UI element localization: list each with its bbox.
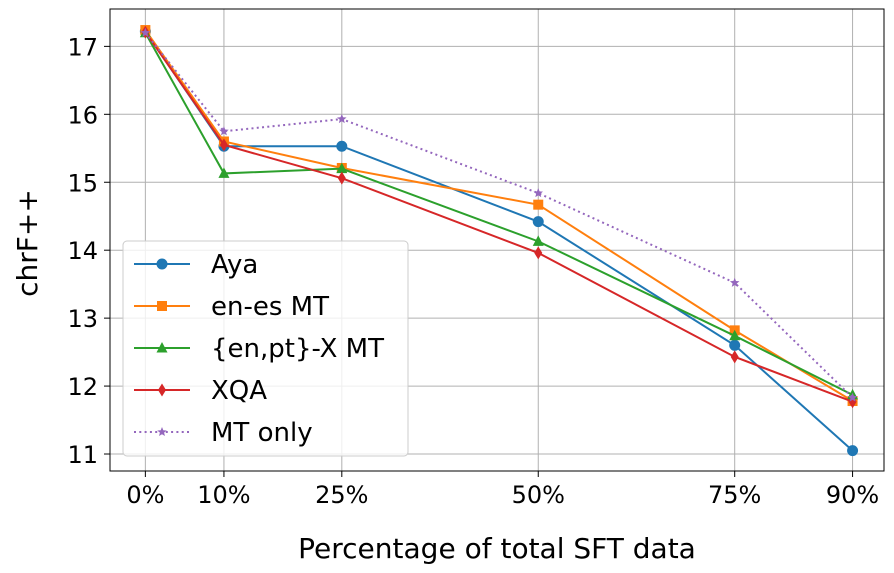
series-xqa (141, 25, 857, 409)
y-tick-label: 12 (67, 373, 98, 401)
data-point (156, 342, 168, 353)
data-point (729, 277, 740, 287)
y-tick-label: 11 (67, 441, 98, 469)
plot-frame (109, 8, 885, 472)
y-axis-ticks: 11 12 13 14 15 16 17 (67, 33, 110, 469)
data-point (157, 427, 167, 437)
series-layer (139, 25, 859, 457)
x-axis-ticks: 0% 10% 25% 50% 75% 90% (126, 471, 879, 509)
x-tick-label: 25% (315, 481, 368, 509)
data-point (534, 246, 543, 260)
y-tick-label: 13 (67, 305, 98, 333)
data-point (219, 138, 228, 152)
legend-label: Aya (211, 250, 258, 280)
legend-label: {en,pt}-X MT (211, 334, 384, 364)
x-axis-label: Percentage of total SFT data (298, 532, 696, 565)
data-point (729, 329, 741, 341)
grid (110, 9, 884, 471)
data-point (847, 392, 858, 402)
data-point (218, 167, 230, 178)
x-tick-label: 0% (126, 481, 164, 509)
x-tick-label: 90% (826, 481, 879, 509)
legend: Aya en-es MT {en,pt}-X MT XQA MT only (122, 240, 409, 457)
y-tick-label: 17 (67, 33, 98, 61)
legend-label: MT only (211, 418, 313, 448)
y-tick-label: 16 (67, 101, 98, 129)
data-point (157, 301, 167, 311)
data-point (533, 188, 544, 198)
data-point (140, 27, 151, 37)
data-point (729, 339, 741, 351)
data-point (337, 114, 347, 124)
data-point (336, 140, 348, 152)
y-tick-label: 14 (67, 237, 98, 265)
data-point (533, 199, 544, 210)
series-line (144, 32, 854, 396)
series-mt-only (140, 27, 858, 402)
data-point (532, 235, 544, 246)
x-tick-label: 10% (197, 481, 250, 509)
series-line (144, 31, 853, 403)
data-point (336, 162, 348, 174)
series-line (144, 29, 854, 402)
x-tick-label: 75% (708, 481, 761, 509)
legend-label: XQA (211, 376, 267, 406)
data-point (337, 171, 346, 185)
legend-box (122, 240, 409, 457)
data-point (158, 383, 166, 397)
data-point (156, 258, 168, 270)
legend-label: en-es MT (211, 292, 329, 322)
data-point (532, 216, 544, 228)
y-tick-label: 15 (67, 169, 98, 197)
y-axis-label: chrF++ (11, 189, 44, 297)
x-tick-label: 50% (512, 481, 565, 509)
data-point (219, 126, 229, 136)
data-point (847, 445, 859, 457)
data-point (730, 350, 739, 364)
